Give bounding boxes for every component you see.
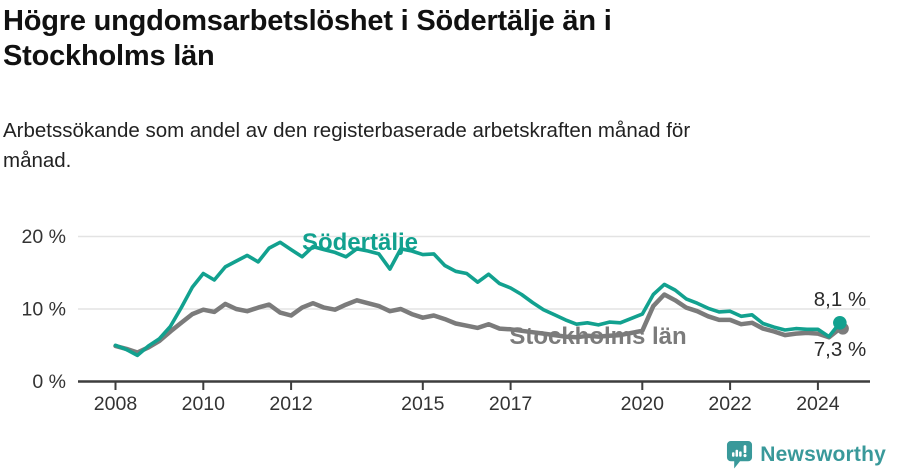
series-label-stockholms-lan: Stockholms län <box>509 323 686 350</box>
newsworthy-logo-icon <box>727 441 753 469</box>
x-tick-label: 2008 <box>94 393 137 415</box>
chart-subtitle: Arbetssökande som andel av den registerb… <box>3 116 863 176</box>
logo-bar-3 <box>739 451 742 457</box>
series-end-dot-sodertalje <box>833 315 847 330</box>
newsworthy-logo[interactable]: Newsworthy <box>726 440 886 470</box>
logo-exclamation-dot <box>743 454 747 458</box>
x-tick-label: 2020 <box>621 393 665 415</box>
x-tick-label: 2010 <box>182 393 226 415</box>
x-tick-label: 2024 <box>796 393 840 415</box>
series-line-sodertalje <box>113 240 842 358</box>
y-tick-label: 0 % <box>32 371 66 393</box>
series-line-stockholms-lan <box>113 292 843 355</box>
series-label-sodertalje: Södertälje <box>302 229 418 256</box>
end-value-label-sodertalje: 8,1 % <box>814 288 866 311</box>
end-value-label-stockholms-lan: 7,3 % <box>814 338 866 361</box>
x-tick-label: 2015 <box>401 393 445 415</box>
x-tick-label: 2012 <box>269 393 312 415</box>
chart-subtitle-line-2: månad. <box>3 149 72 172</box>
y-tick-label: 10 % <box>22 299 66 321</box>
y-tick-label: 20 % <box>22 226 66 248</box>
chart-title-line-1: Högre ungdomsarbetslöshet i Södertälje ä… <box>3 5 612 37</box>
logo-bar-1 <box>732 452 735 457</box>
chart-title-line-2: Stockholms län <box>3 40 215 72</box>
newsworthy-logo-text: Newsworthy <box>760 443 886 466</box>
chart-title: Högre ungdomsarbetslöshet i Södertälje ä… <box>3 4 863 74</box>
logo-exclamation-bar <box>743 445 747 454</box>
x-tick-label: 2017 <box>489 393 532 415</box>
x-tick-label: 2022 <box>708 393 751 415</box>
chart-subtitle-line-1: Arbetssökande som andel av den registerb… <box>3 119 691 142</box>
logo-bar-2 <box>735 449 739 457</box>
